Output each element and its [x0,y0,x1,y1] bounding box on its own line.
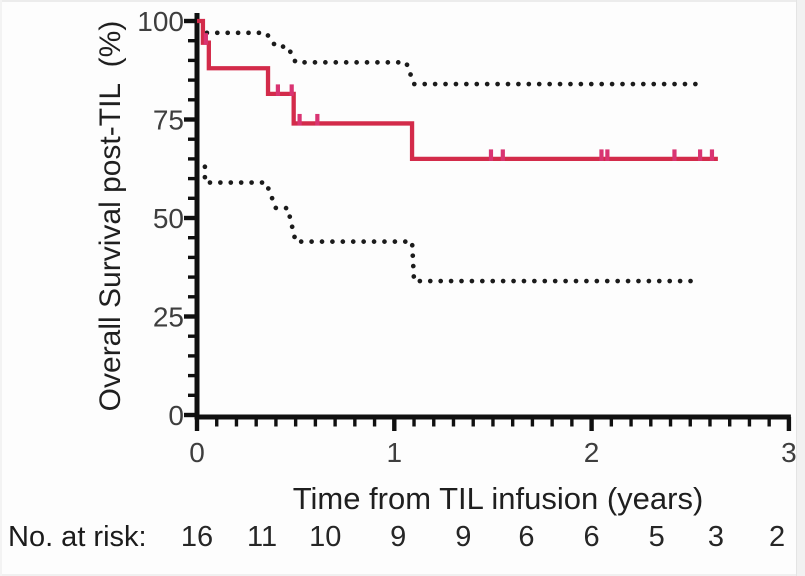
risk-count: 16 [181,521,213,553]
x-axis-title: Time from TIL infusion (years) [293,481,704,516]
risk-count: 9 [455,521,471,553]
x-tick-label: 1 [387,437,403,468]
x-tick-label: 2 [584,437,600,468]
ci-upper-95-curve [204,30,707,87]
risk-count: 2 [769,521,785,553]
image-edge-right [796,0,805,576]
risk-count: 9 [390,521,406,553]
risk-count: 3 [708,521,724,553]
image-edge-left [0,0,2,576]
risk-count: 5 [649,521,665,553]
risk-table-label: No. at risk: [8,521,147,553]
risk-count: 11 [247,521,277,553]
x-tick-label: 0 [189,437,205,468]
risk-count: 6 [584,521,600,553]
risk-count: 6 [518,521,534,553]
ci-lower-95-curve [202,164,703,284]
risk-count: 10 [309,521,341,553]
y-tick-label: 25 [153,302,184,333]
y-axis-title: Overall Survival post-TIL (%) [94,21,127,412]
y-tick-label: 0 [168,400,184,431]
y-tick-label: 75 [153,105,184,136]
image-edge-top [0,0,805,2]
overall-survival-estimate-curve [197,18,718,162]
x-tick-label: 3 [781,437,797,468]
y-tick-label: 50 [153,203,184,234]
y-tick-label: 100 [137,6,184,37]
image-edge-bottom [0,574,805,576]
